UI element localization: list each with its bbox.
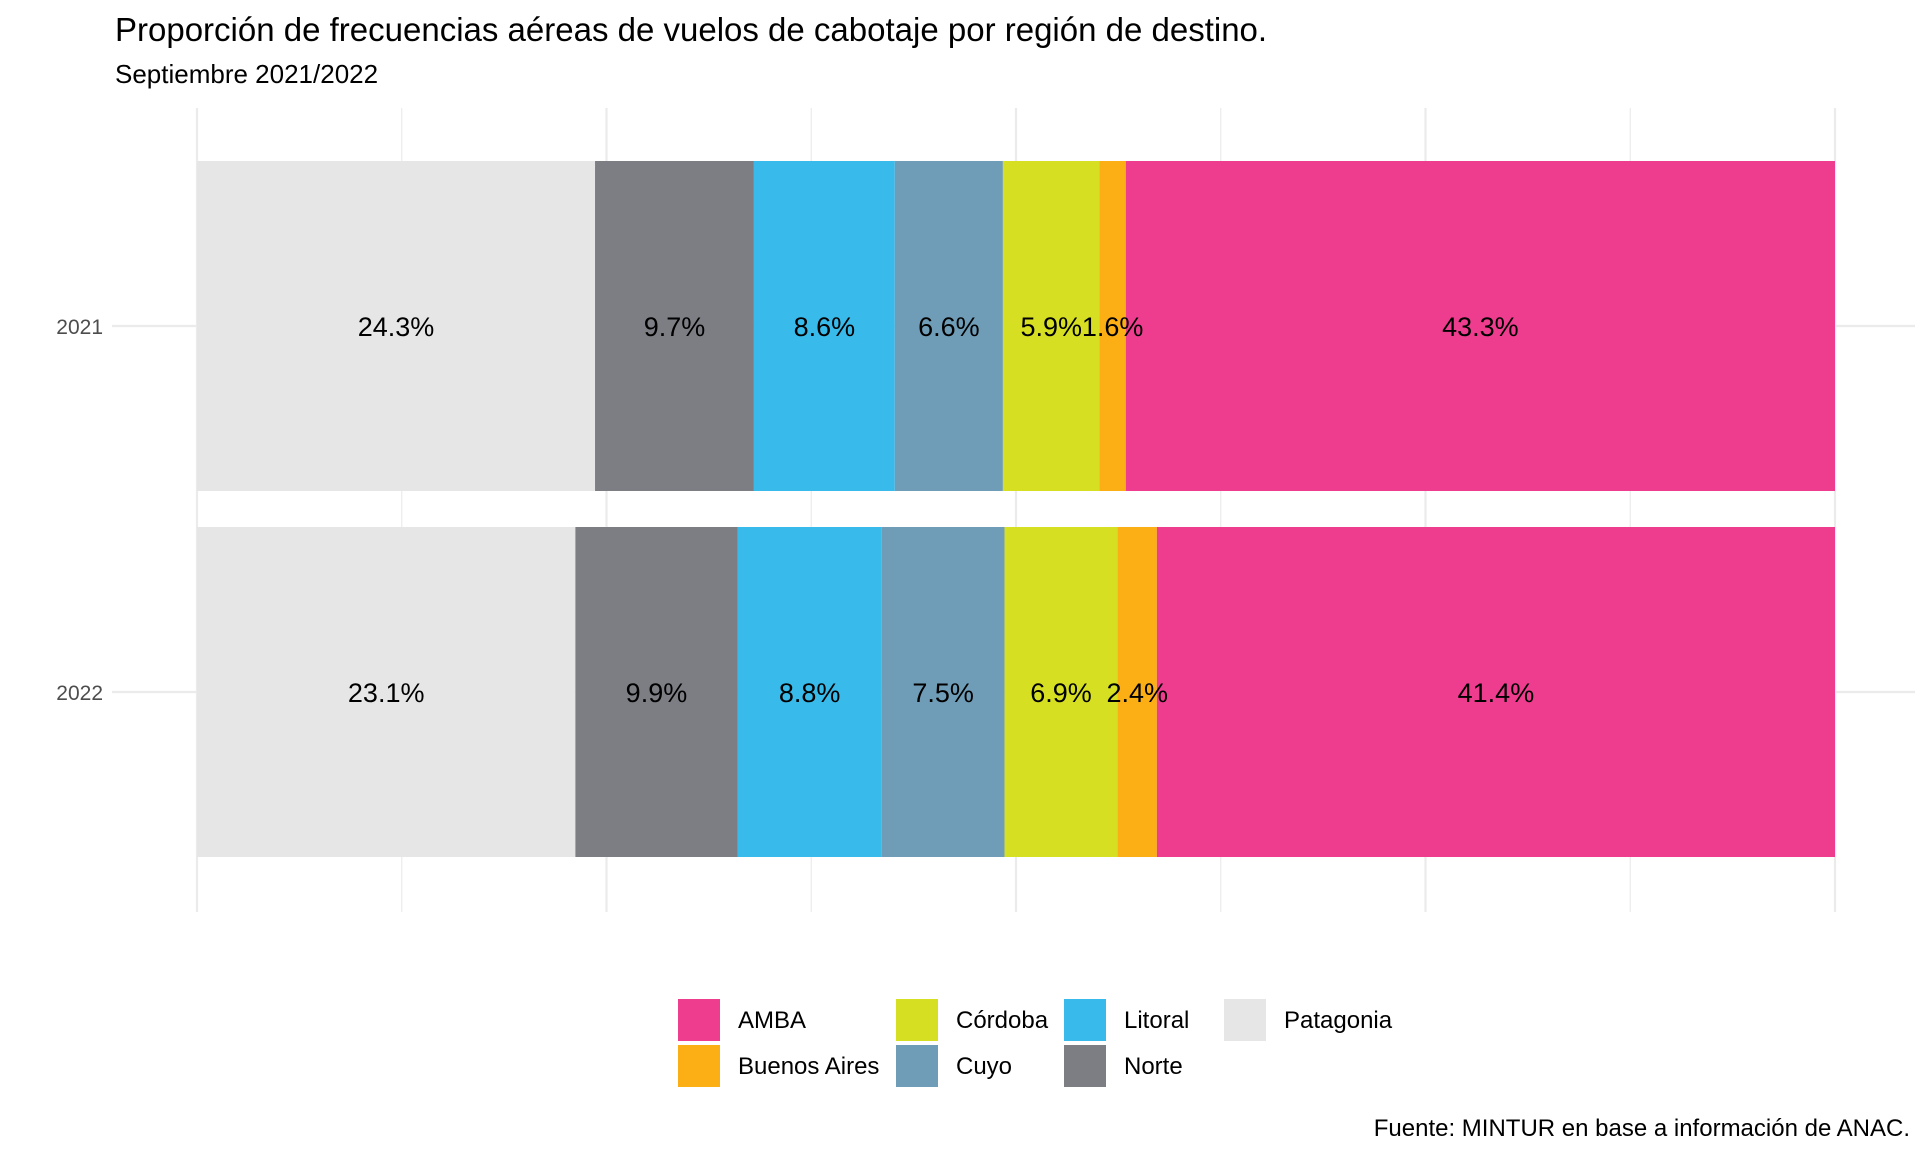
bar-segment [881,527,1005,857]
data-label: 9.7% [644,312,706,342]
legend-label: Patagonia [1284,1007,1393,1034]
legend-swatch [678,999,720,1041]
data-label: 1.6% [1082,312,1144,342]
legend-swatch [678,1045,720,1087]
legend-label: Cuyo [956,1053,1013,1080]
bar-segment [894,161,1003,491]
data-label: 23.1% [348,678,425,708]
legend-swatch [1064,999,1106,1041]
legend-label: Córdoba [956,1007,1049,1034]
y-tick-label: 2021 [56,316,103,339]
legend-label: Litoral [1124,1007,1190,1034]
legend-label: AMBA [738,1007,807,1034]
data-label: 41.4% [1458,678,1535,708]
data-label: 6.6% [918,312,980,342]
bar-segment [1125,161,1835,491]
bar-segment [575,527,738,857]
legend-label: Buenos Aires [738,1053,880,1080]
bar-segment [737,527,882,857]
bar-segment [197,527,576,857]
legend-swatch [1224,999,1266,1041]
data-label: 43.3% [1442,312,1519,342]
data-label: 9.9% [626,678,688,708]
bar-segment [1117,527,1157,857]
bar-segment [595,161,754,491]
bar-segment [1004,527,1118,857]
legend-swatch [896,1045,938,1087]
data-labels: 24.3% 9.7% 8.6% 6.6% 5.9% 1.6% 43.3% 23.1% 9.9% 8… [348,312,1534,708]
y-tick-label: 2022 [56,682,103,705]
bar-segment [753,161,895,491]
data-label: 2.4% [1106,678,1168,708]
legend-label: Norte [1124,1053,1183,1080]
data-label: 6.9% [1030,678,1092,708]
chart-title: Proporción de frecuencias aéreas de vuel… [115,11,1268,48]
data-label: 24.3% [358,312,435,342]
bar-segment [197,161,596,491]
bars [197,161,1835,857]
y-axis-ticks: 2021 2022 [56,316,103,705]
legend-swatch [1064,1045,1106,1087]
bar-segment [1099,161,1126,491]
bar-segment [1002,161,1100,491]
data-label: 7.5% [912,678,974,708]
bar-segment [1156,527,1835,857]
legend-swatch [896,999,938,1041]
chart-subtitle: Septiembre 2021/2022 [115,59,379,89]
data-label: 8.6% [794,312,856,342]
chart-caption: Fuente: MINTUR en base a información de … [1373,1115,1910,1142]
legend: AMBA Buenos Aires Córdoba Cuyo Litoral Norte P… [678,999,1398,1091]
data-label: 5.9% [1020,312,1082,342]
data-label: 8.8% [779,678,841,708]
